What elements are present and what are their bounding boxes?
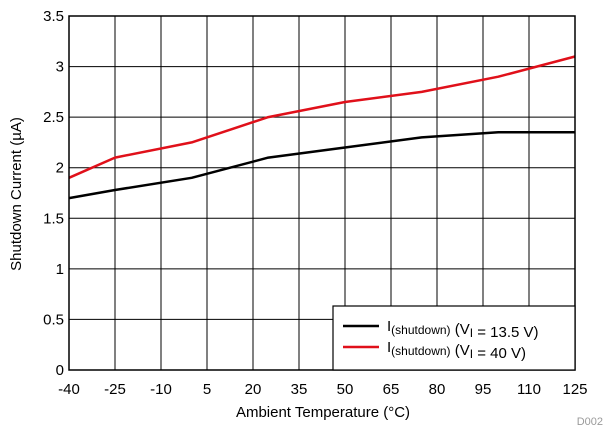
x-tick-label: 65 [383,381,400,398]
y-tick-labels: 0 0.5 1 1.5 2 2.5 3 3.5 [43,8,64,379]
x-tick-label: 35 [291,381,308,398]
x-tick-label: -40 [58,381,80,398]
y-axis-label: Shutdown Current (µA) [8,117,25,271]
x-tick-labels: -40 -25 -10 5 20 35 50 65 80 95 110 125 [58,381,587,398]
figure-id: D002 [577,416,603,428]
y-tick-label: 3 [56,59,64,76]
x-tick-label: 5 [203,381,211,398]
x-axis-label: Ambient Temperature (°C) [236,404,410,421]
y-tick-label: 0 [56,362,64,379]
x-tick-label: 125 [562,381,587,398]
x-tick-label: 50 [337,381,354,398]
legend-label-2: I(shutdown) (VI = 40 V) [387,339,526,362]
series-line-1 [68,131,575,200]
y-tick-label: 3.5 [43,8,64,25]
legend: I(shutdown) (VI = 13.5 V)I(shutdown) (VI… [332,305,576,371]
series-line-2 [68,55,576,179]
y-tick-label: 0.5 [43,311,64,328]
y-tick-label: 2.5 [43,109,64,126]
x-tick-label: 95 [475,381,492,398]
x-tick-label: 20 [245,381,262,398]
y-tick-label: 2 [56,160,64,177]
x-tick-label: 110 [517,381,541,398]
legend-label-1: I(shutdown) (VI = 13.5 V) [387,318,539,341]
y-tick-label: 1 [56,261,64,278]
series-lines [68,55,576,200]
legend-box [332,305,576,371]
x-tick-label: 80 [429,381,446,398]
plot-frame [68,15,576,371]
y-tick-label: 1.5 [43,210,64,227]
x-tick-label: -25 [104,381,126,398]
x-tick-label: -10 [150,381,172,398]
